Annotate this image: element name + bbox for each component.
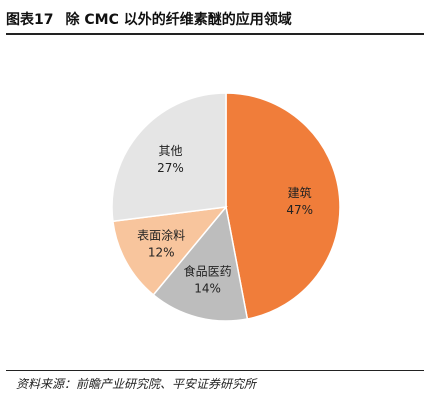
slice-value-1: 47% (286, 203, 313, 217)
slice-label-4: 其他 (158, 144, 182, 158)
slice-value-3: 12% (148, 246, 175, 260)
slice-2 (152, 205, 249, 322)
source-rule (6, 370, 424, 371)
slice-value-4: 27% (157, 161, 184, 175)
figure-title: 图表17 除 CMC 以外的纤维素醚的应用领域 (6, 8, 422, 30)
slice-label-3: 表面涂料 (137, 228, 185, 243)
title-rule (6, 33, 424, 35)
slice-4 (111, 92, 227, 223)
slice-3 (112, 206, 228, 296)
figure-caption: 除 CMC 以外的纤维素醚的应用领域 (65, 12, 292, 28)
slice-value-2: 14% (194, 282, 221, 296)
slice-1 (225, 92, 341, 320)
source-note: 资料来源：前瞻产业研究院、平安证券研究所 (16, 377, 257, 391)
slice-label-1: 建筑 (288, 185, 312, 200)
figure-number: 图表17 (6, 12, 54, 28)
pie-chart-svg: 建筑 47% 食品医药 14% 表面涂料 12% 其他 27% (111, 92, 341, 322)
slice-label-2: 食品医药 (184, 264, 232, 279)
pie-chart: 建筑 47% 食品医药 14% 表面涂料 12% 其他 27% (0, 40, 429, 360)
